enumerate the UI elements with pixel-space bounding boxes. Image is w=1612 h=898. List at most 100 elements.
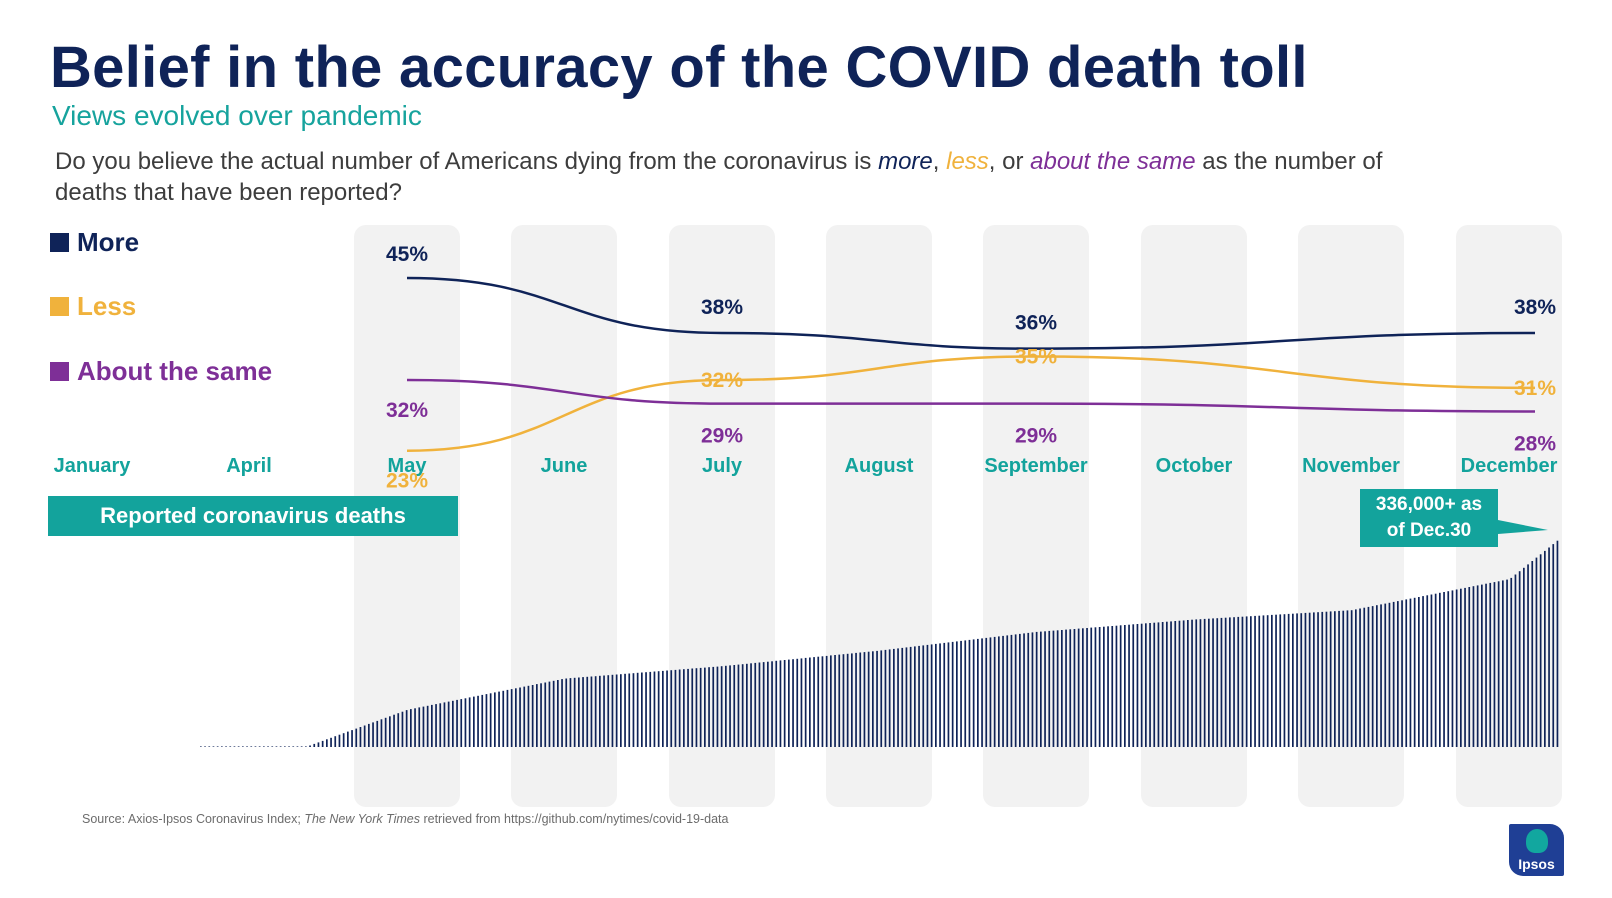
deaths-bar-199 [1035,631,1038,747]
logo-text: Ipsos [1518,856,1555,872]
deaths-bar-295 [1439,592,1441,747]
deaths-bar-55 [431,704,433,747]
data-label-about-the-same-may: 32% [386,399,428,422]
data-label-less-september: 35% [1015,346,1057,369]
deaths-bar-252 [1258,615,1261,747]
data-label-about-the-same-september: 29% [1015,425,1057,448]
deaths-bar-215 [1103,626,1105,747]
deaths-bar-220 [1124,625,1126,747]
deaths-bar-233 [1178,620,1181,747]
deaths-bar-219 [1119,625,1122,747]
deaths-bar-227 [1153,622,1156,747]
data-label-more-december: 38% [1514,296,1556,319]
deaths-bar-129 [741,664,744,747]
deaths-bar-45 [389,716,391,747]
deaths-bar-154 [846,653,849,747]
deaths-bar-287 [1405,599,1408,747]
deaths-bar-38 [359,727,362,747]
deaths-bar-47 [397,713,400,747]
deaths-bar-110 [662,670,664,747]
deaths-bar-130 [746,663,748,747]
deaths-bar-93 [590,676,593,747]
deaths-bar-66 [477,695,479,747]
month-label-january: January [54,455,132,477]
deaths-bar-206 [1065,629,1067,747]
deaths-bar-322 [1552,544,1555,747]
deaths-bar-112 [670,670,673,747]
deaths-bar-174 [930,644,933,747]
deaths-bar-140 [788,659,790,747]
deaths-bar-157 [859,652,862,747]
deaths-bar-308 [1493,582,1496,747]
month-label-december: December [1461,455,1558,477]
deaths-bar-123 [716,666,719,747]
deaths-bar-254 [1266,615,1269,747]
deaths-bar-253 [1262,615,1265,747]
deaths-bar-153 [842,654,845,747]
deaths-bar-79 [531,685,534,747]
deaths-bar-259 [1287,613,1290,747]
deaths-bar-6 [225,746,227,747]
deaths-bar-125 [725,665,727,747]
deaths-bar-105 [641,672,643,747]
deaths-bar-122 [712,666,715,747]
deaths-bar-275 [1355,609,1357,747]
deaths-bar-113 [674,669,677,747]
deaths-bar-51 [414,708,416,747]
deaths-bar-289 [1413,597,1416,747]
deaths-bar-96 [603,675,605,747]
question-about-the-same: about the same [1030,148,1196,175]
deaths-bar-234 [1182,620,1185,747]
deaths-bar-165 [893,648,895,747]
deaths-bar-27 [313,743,316,747]
deaths-bar-261 [1296,613,1298,747]
deaths-bar-65 [473,696,475,747]
deaths-bar-293 [1430,594,1433,747]
deaths-bar-137 [775,660,778,747]
deaths-bar-67 [481,694,484,747]
deaths-bar-114 [678,669,681,747]
deaths-bar-128 [737,664,740,747]
deaths-bar-177 [943,642,946,747]
deaths-bar-279 [1371,606,1374,747]
deaths-bar-52 [418,707,421,747]
deaths-bar-53 [422,706,425,747]
deaths-bar-10 [242,746,244,747]
deaths-bar-205 [1061,630,1063,747]
deaths-bar-181 [960,640,962,747]
legend-label-more: More [77,227,140,257]
deaths-bar-247 [1237,616,1240,747]
deaths-bar-296 [1443,592,1445,747]
deaths-bar-43 [380,719,383,747]
deaths-bar-183 [968,639,971,747]
deaths-bar-82 [544,682,547,747]
deaths-bar-17 [271,746,274,747]
month-label-october: October [1156,455,1233,477]
deaths-bar-126 [729,665,731,747]
deaths-bar-198 [1031,632,1034,747]
deaths-bar-94 [594,676,597,747]
deaths-bar-208 [1073,629,1076,747]
question-less: less [946,148,989,175]
deaths-bar-1 [204,746,206,747]
deaths-bar-21 [288,746,290,747]
deaths-bar-229 [1161,622,1164,747]
deaths-bar-73 [506,689,509,747]
deaths-bar-11 [246,746,248,747]
deaths-bar-192 [1006,635,1009,747]
deaths-bar-35 [347,731,349,747]
month-column-august [826,225,932,807]
deaths-bar-251 [1254,615,1256,747]
deaths-bar-239 [1203,618,1206,747]
deaths-bar-90 [578,677,580,747]
deaths-bar-80 [536,684,538,747]
deaths-bar-62 [460,699,463,747]
deaths-bar-83 [548,681,551,747]
deaths-bar-117 [691,668,694,747]
deaths-bar-273 [1346,610,1349,747]
deaths-bar-193 [1010,634,1013,747]
deaths-bar-41 [372,722,374,747]
deaths-bar-118 [695,668,698,747]
deaths-bar-59 [447,701,450,747]
deaths-bar-232 [1174,621,1177,747]
